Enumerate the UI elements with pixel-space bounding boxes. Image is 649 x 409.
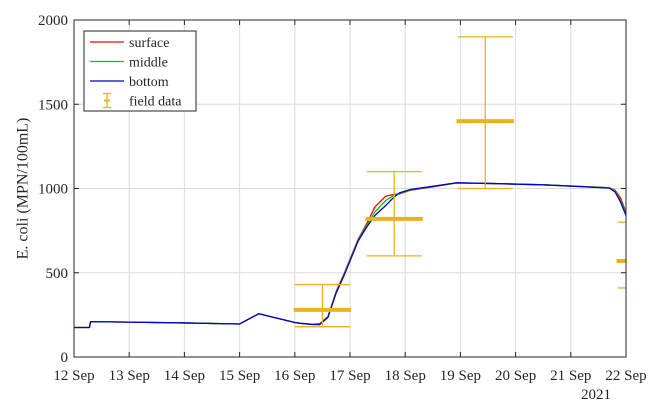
y-tick-label: 2000	[38, 13, 68, 29]
year-label: 2021	[581, 387, 611, 403]
series-line-bottom	[74, 182, 626, 329]
legend-label: field data	[129, 95, 182, 110]
series-lines	[74, 182, 626, 329]
legend-label: middle	[129, 56, 168, 71]
axis-ticks	[73, 19, 627, 358]
series-line-middle	[74, 182, 626, 329]
x-tick-label: 14 Sep	[164, 368, 205, 384]
field-data-point	[293, 283, 352, 328]
field-data-point	[365, 170, 423, 257]
y-tick-label: 1500	[38, 97, 68, 113]
legend-label: surface	[129, 36, 169, 51]
y-tick-label: 1000	[38, 182, 68, 198]
x-tick-label: 21 Sep	[550, 368, 591, 384]
legend-swatch-errorbar	[103, 92, 111, 109]
x-tick-label: 13 Sep	[109, 368, 150, 384]
legend: surface middle bottom field data	[83, 30, 197, 112]
y-tick-label: 0	[61, 350, 69, 366]
x-tick-label: 22 Sep	[605, 368, 646, 384]
y-tick-label: 500	[46, 266, 69, 282]
x-tick-labels: 12 Sep 13 Sep 14 Sep 15 Sep 16 Sep 17 Sep 18 S…	[53, 368, 646, 384]
x-tick-label: 18 Sep	[385, 368, 426, 384]
x-tick-label: 20 Sep	[495, 368, 536, 384]
y-tick-labels: 0 500 1000 1500 2000	[38, 13, 68, 366]
x-tick-label: 17 Sep	[329, 368, 370, 384]
x-tick-label: 16 Sep	[274, 368, 315, 384]
field-data-point	[456, 36, 514, 190]
legend-item: surface	[90, 36, 169, 51]
field-data-errorbars	[293, 36, 626, 328]
legend-item: middle	[90, 56, 168, 71]
y-axis-label: E. coli (MPN/100mL)	[15, 118, 32, 260]
series-line-surface	[74, 182, 626, 329]
x-tick-label: 15 Sep	[219, 368, 260, 384]
legend-item: bottom	[90, 75, 169, 90]
legend-label: bottom	[129, 75, 169, 90]
x-tick-label: 12 Sep	[53, 368, 94, 384]
x-tick-label: 19 Sep	[440, 368, 481, 384]
field-data-point	[616, 221, 626, 289]
legend-box	[83, 30, 197, 112]
legend-item: field data	[103, 92, 182, 110]
